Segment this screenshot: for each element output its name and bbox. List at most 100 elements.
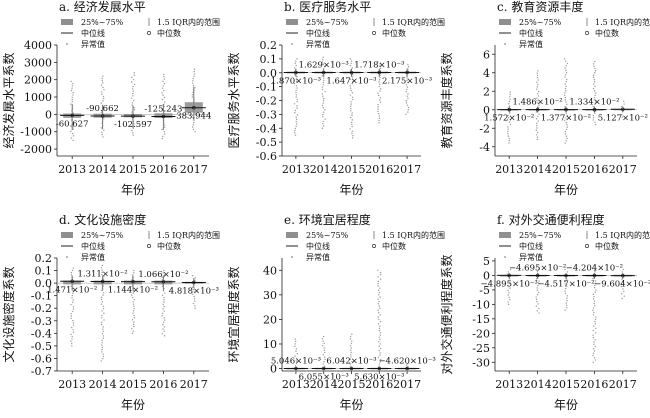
median-value-label: -60.627 bbox=[56, 119, 89, 129]
outlier-point bbox=[566, 271, 569, 273]
outlier-point bbox=[70, 271, 73, 274]
outlier-point bbox=[102, 82, 104, 84]
legend-median-dot-swatch bbox=[585, 31, 589, 35]
y-tick-label: -0.4 bbox=[31, 327, 52, 340]
outlier-point bbox=[191, 126, 194, 128]
outlier-point bbox=[71, 294, 74, 297]
outlier-point bbox=[161, 276, 164, 279]
outlier-point bbox=[377, 289, 380, 292]
outlier-point bbox=[133, 325, 135, 328]
x-tick-label: 2013 bbox=[495, 163, 523, 176]
box-2016: -125.243 bbox=[144, 73, 182, 140]
outlier-point bbox=[350, 356, 352, 358]
box-2013: 1.471×10⁻² bbox=[47, 267, 97, 347]
legend-outlier-label: 异常值 bbox=[81, 252, 105, 262]
y-tick-label: 2 bbox=[483, 85, 490, 98]
outlier-point bbox=[162, 323, 164, 326]
outlier-point bbox=[351, 112, 353, 114]
outlier-point bbox=[565, 285, 568, 287]
outlier-point bbox=[537, 284, 539, 287]
outlier-point bbox=[349, 363, 352, 365]
median-value-label: 5.630×10⁻³ bbox=[354, 373, 404, 383]
outlier-point bbox=[351, 96, 354, 98]
outlier-point bbox=[72, 292, 74, 294]
outlier-point bbox=[71, 326, 73, 329]
outlier-point bbox=[377, 276, 379, 278]
outlier-point bbox=[350, 107, 352, 110]
outlier-point bbox=[133, 316, 136, 319]
outlier-point bbox=[323, 349, 326, 351]
outlier-point bbox=[296, 107, 298, 109]
outlier-point bbox=[102, 136, 104, 138]
outlier-point bbox=[161, 285, 164, 288]
outlier-point bbox=[70, 137, 73, 139]
outlier-point bbox=[163, 126, 166, 128]
outlier-point bbox=[293, 103, 296, 105]
outlier-point bbox=[133, 72, 136, 74]
outlier-point bbox=[379, 88, 382, 90]
outlier-point bbox=[565, 121, 567, 124]
outlier-point bbox=[379, 361, 382, 363]
outlier-point bbox=[592, 83, 595, 85]
outlier-point bbox=[407, 111, 409, 113]
y-tick-label: -0.2 bbox=[31, 302, 52, 315]
outlier-point bbox=[593, 343, 595, 345]
box-2013: −4.895×10⁻³ bbox=[481, 268, 538, 306]
outlier-point bbox=[70, 89, 73, 92]
outlier-point bbox=[594, 92, 597, 94]
legend-median-line-label: 中位线 bbox=[519, 241, 543, 251]
outlier-point bbox=[593, 341, 595, 343]
x-tick-label: 2015 bbox=[552, 163, 580, 176]
legend-iqr-label: 1.5 IQR内的范围 bbox=[382, 230, 445, 240]
outlier-point bbox=[193, 68, 196, 70]
outlier-point bbox=[102, 305, 104, 308]
outlier-point bbox=[537, 120, 539, 122]
outlier-point bbox=[622, 288, 624, 290]
outlier-point bbox=[71, 297, 73, 299]
outlier-point bbox=[161, 98, 164, 101]
x-axis-label: 年份 bbox=[121, 183, 145, 197]
outlier-point bbox=[71, 101, 73, 103]
panel-title: f. 对外交通便利程度 bbox=[497, 212, 605, 227]
outlier-point bbox=[536, 289, 538, 291]
outlier-point bbox=[322, 120, 324, 123]
outlier-point bbox=[507, 116, 510, 119]
outlier-point bbox=[509, 93, 511, 96]
outlier-point bbox=[351, 333, 353, 335]
outlier-point bbox=[294, 345, 296, 348]
outlier-point bbox=[594, 320, 596, 323]
y-tick-label: -1000 bbox=[20, 126, 52, 139]
outlier-point bbox=[594, 123, 597, 126]
outlier-point bbox=[593, 286, 596, 289]
x-tick-label: 2015 bbox=[552, 378, 580, 391]
outlier-point bbox=[349, 358, 351, 361]
x-tick-label: 2014 bbox=[310, 378, 338, 391]
outlier-point bbox=[379, 352, 381, 354]
box-2014: 1.311×10⁻² bbox=[78, 264, 128, 362]
outlier-point bbox=[594, 305, 596, 307]
box-2015: -102.597 bbox=[114, 72, 152, 136]
outlier-point bbox=[405, 364, 408, 366]
outlier-point bbox=[406, 86, 409, 88]
outlier-point bbox=[592, 334, 594, 336]
outlier-point bbox=[101, 264, 104, 267]
outlier-point bbox=[407, 106, 410, 109]
outlier-point bbox=[163, 131, 166, 133]
outlier-point bbox=[322, 107, 325, 109]
x-tick-label: 2013 bbox=[58, 378, 86, 391]
y-axis-label: 教育资源丰度系数 bbox=[439, 52, 454, 148]
outlier-point bbox=[164, 319, 166, 321]
outlier-point bbox=[133, 314, 135, 317]
outlier-point bbox=[70, 333, 72, 336]
outlier-point bbox=[538, 307, 540, 310]
outlier-point bbox=[71, 345, 73, 347]
outlier-point bbox=[406, 370, 408, 372]
outlier-point bbox=[407, 81, 409, 84]
outlier-point bbox=[351, 73, 354, 76]
outlier-point bbox=[132, 99, 135, 102]
outlier-point bbox=[101, 77, 103, 80]
outlier-point bbox=[564, 67, 566, 69]
outlier-point bbox=[593, 63, 595, 65]
outlier-point bbox=[163, 96, 166, 99]
